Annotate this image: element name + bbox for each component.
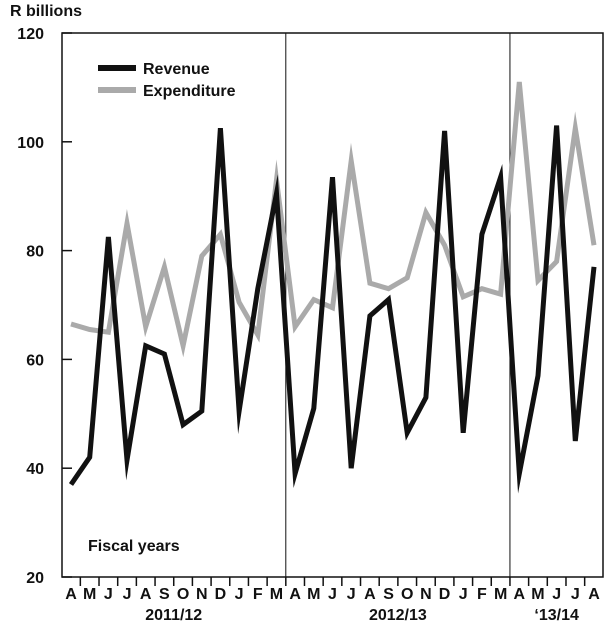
fiscal-year-label: 2012/13: [369, 607, 427, 624]
x-tick-label: O: [401, 586, 413, 603]
x-tick-label: A: [289, 586, 301, 603]
fiscal-years-annotation: Fiscal years: [88, 538, 180, 555]
x-tick-label: J: [235, 586, 244, 603]
x-tick-label: A: [140, 586, 152, 603]
x-tick-label: D: [215, 586, 227, 603]
x-tick-label: M: [307, 586, 320, 603]
x-tick-label: M: [270, 586, 283, 603]
x-tick-label: S: [159, 586, 170, 603]
x-tick-label: A: [364, 586, 376, 603]
y-tick-label: 60: [26, 352, 44, 369]
x-tick-label: J: [328, 586, 337, 603]
x-tick-label: M: [83, 586, 96, 603]
fiscal-year-label: 2011/12: [145, 607, 202, 624]
x-tick-label: J: [552, 586, 561, 603]
x-tick-label: F: [253, 586, 263, 603]
x-tick-label: M: [494, 586, 507, 603]
x-tick-label: J: [347, 586, 356, 603]
x-tick-label: O: [177, 586, 189, 603]
x-tick-label: S: [383, 586, 394, 603]
y-tick-label: 80: [26, 244, 44, 261]
y-tick-label: 20: [26, 570, 44, 587]
y-tick-label: 100: [17, 135, 44, 152]
y-tick-label: 40: [26, 461, 44, 478]
x-tick-label: A: [514, 586, 526, 603]
legend-label-revenue: Revenue: [143, 61, 210, 78]
x-tick-label: M: [531, 586, 544, 603]
x-tick-label: N: [196, 586, 208, 603]
x-tick-label: A: [588, 586, 600, 603]
x-tick-label: J: [104, 586, 113, 603]
y-axis-title: R billions: [10, 3, 82, 20]
legend-label-expenditure: Expenditure: [143, 83, 236, 100]
x-tick-label: N: [420, 586, 432, 603]
x-tick-label: J: [123, 586, 132, 603]
fiscal-year-label: ‘13/14: [534, 607, 579, 624]
x-tick-label: F: [477, 586, 487, 603]
x-tick-label: J: [571, 586, 580, 603]
plot-frame: [61, 32, 604, 578]
x-tick-label: J: [459, 586, 468, 603]
y-tick-label: 120: [17, 26, 44, 43]
x-tick-label: D: [439, 586, 451, 603]
x-tick-label: A: [65, 586, 77, 603]
